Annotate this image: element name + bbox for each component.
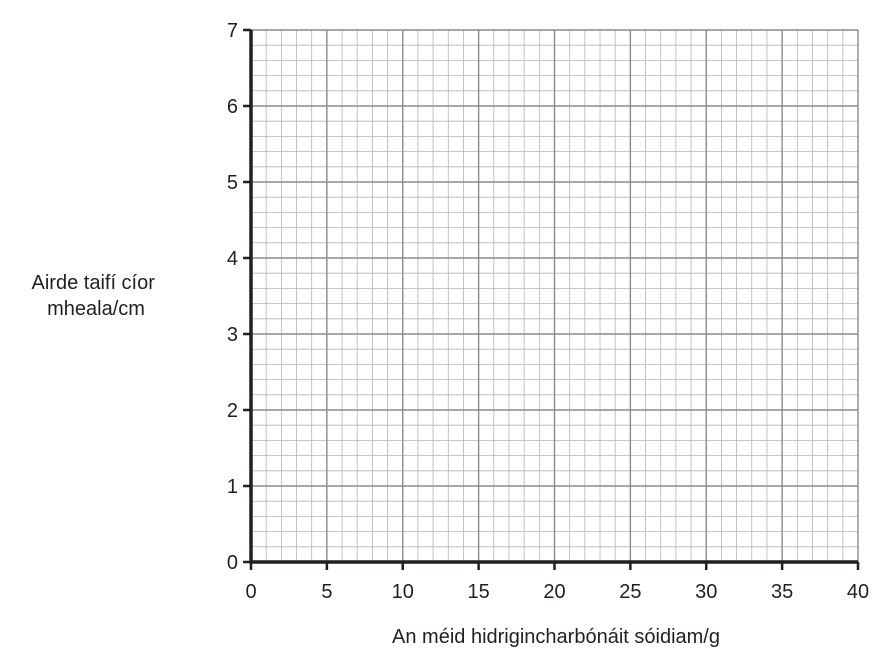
y-tick-label: 5 (227, 172, 238, 194)
y-axis-label-line-2: mheala/cm (47, 298, 145, 320)
y-tick-label: 3 (227, 324, 238, 346)
y-tick-label: 0 (227, 552, 238, 574)
x-axis-ticks: 0 5 10 15 20 25 30 35 40 (245, 562, 869, 603)
y-tick-label: 7 (227, 20, 238, 42)
x-tick-label: 5 (321, 581, 332, 603)
x-tick-label: 40 (847, 581, 869, 603)
minor-grid (251, 30, 858, 562)
x-tick-label: 35 (771, 581, 793, 603)
y-tick-label: 2 (227, 400, 238, 422)
x-axis-label: An méid hidrigincharbónáit sóidiam/g (392, 626, 720, 648)
x-tick-label: 30 (695, 581, 717, 603)
y-tick-label: 6 (227, 96, 238, 118)
x-tick-label: 15 (468, 581, 490, 603)
y-axis-label: Airde taifí cíor mheala/cm (32, 272, 161, 320)
x-tick-label: 10 (392, 581, 414, 603)
x-tick-label: 20 (543, 581, 565, 603)
x-tick-label: 0 (245, 581, 256, 603)
y-axis-ticks: 0 1 2 3 4 5 6 7 (227, 20, 251, 574)
x-tick-label: 25 (619, 581, 641, 603)
y-tick-label: 4 (227, 248, 238, 270)
y-axis-label-line-1: Airde taifí cíor (32, 272, 156, 294)
y-tick-label: 1 (227, 476, 238, 498)
